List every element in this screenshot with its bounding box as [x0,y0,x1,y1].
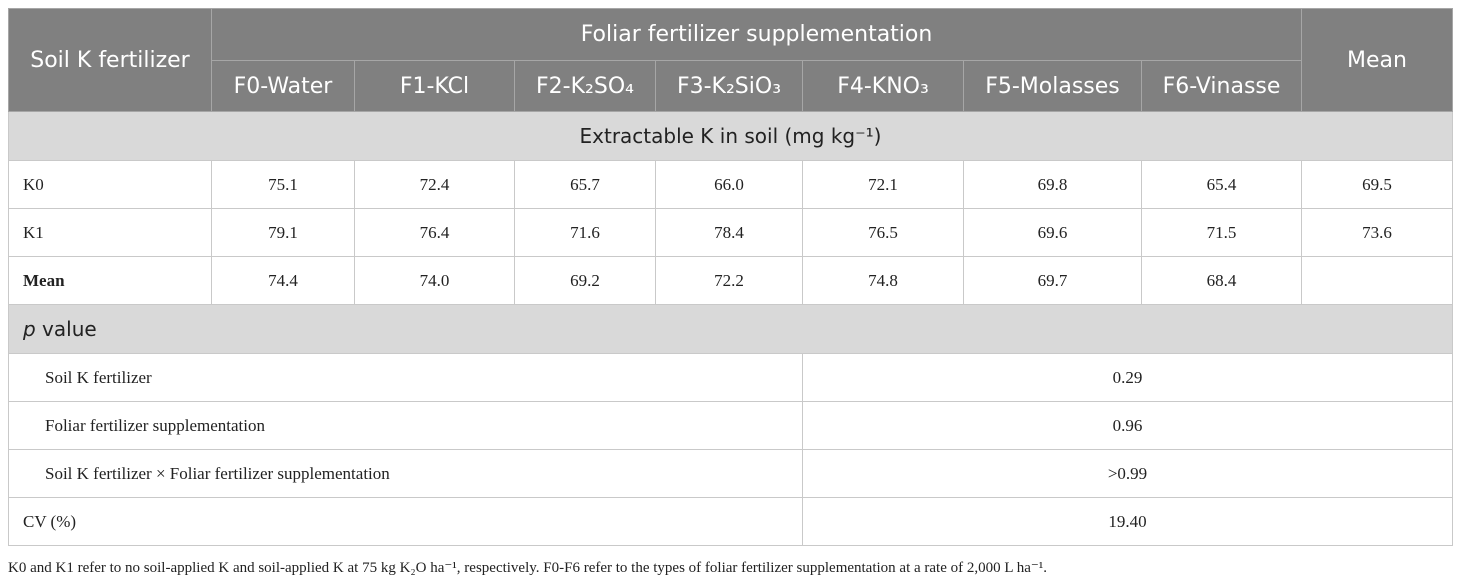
column-header-row: F0-Water F1-KCl F2-K₂SO₄ F3-K₂SiO₃ F4-KNO₃ F5… [9,60,1453,112]
cell-value: 65.7 [514,160,656,209]
cell-value: 68.4 [1141,256,1302,305]
cell-value: 69.2 [514,256,656,305]
cell-value: 69.7 [963,256,1142,305]
p-value-row: Soil K fertilizer 0.29 [8,353,1453,402]
p-value: 0.29 [802,353,1453,402]
p-value-label: Soil K fertilizer [8,353,803,402]
cell-value: 75.1 [211,160,355,209]
cell-value: 72.2 [655,256,803,305]
p-value: 19.40 [802,497,1453,546]
cell-value: 65.4 [1141,160,1302,209]
cell-value: 74.4 [211,256,355,305]
cell-value: 71.6 [514,208,656,257]
cell-value: 76.5 [802,208,964,257]
table-wrap: Soil K fertilizer Foliar fertilizer supp… [8,8,1453,546]
data-row: K1 79.1 76.4 71.6 78.4 76.5 69.6 71.5 73.6 [8,208,1453,257]
cell-value: 69.6 [963,208,1142,257]
column-header: F0-Water [211,60,355,112]
cell-value: 71.5 [1141,208,1302,257]
section-row: p value [8,304,1453,354]
p-value-label: Foliar fertilizer supplementation [8,401,803,450]
mean-header: Mean [1301,8,1453,112]
data-row: K0 75.1 72.4 65.7 66.0 72.1 69.8 65.4 69.5 [8,160,1453,209]
cell-value: 76.4 [354,208,515,257]
p-value-row: Foliar fertilizer supplementation 0.96 [8,401,1453,450]
column-header: F2-K₂SO₄ [514,60,656,112]
section-title: p value [8,304,1453,354]
column-header: F5-Molasses [963,60,1142,112]
p-value-row: Soil K fertilizer × Foliar fertilizer su… [8,449,1453,498]
row-mean: 73.6 [1301,208,1453,257]
data-table: Soil K fertilizer Foliar fertilizer supp… [8,8,1453,546]
empty-cell [1301,256,1453,305]
section-row: Extractable K in soil (mg kg⁻¹) [8,111,1453,161]
data-row: Mean 74.4 74.0 69.2 72.2 74.8 69.7 68.4 [8,256,1453,305]
column-header: F1-KCl [354,60,515,112]
row-label-header: Soil K fertilizer [8,8,212,112]
row-label: K1 [8,208,212,257]
p-value-label: Soil K fertilizer × Foliar fertilizer su… [8,449,803,498]
cell-value: 78.4 [655,208,803,257]
cell-value: 74.0 [354,256,515,305]
row-mean: 69.5 [1301,160,1453,209]
row-label: Mean [8,256,212,305]
cell-value: 74.8 [802,256,964,305]
p-value: 0.96 [802,401,1453,450]
group-header: Foliar fertilizer supplementation [211,8,1302,61]
section-title: Extractable K in soil (mg kg⁻¹) [8,111,1453,161]
cell-value: 66.0 [655,160,803,209]
p-value-row: CV (%) 19.40 [8,497,1453,546]
column-header: F6-Vinasse [1141,60,1302,112]
cell-value: 72.1 [802,160,964,209]
column-header: F3-K₂SiO₃ [655,60,803,112]
table-head: Soil K fertilizer Foliar fertilizer supp… [8,8,1453,112]
footnote: K0 and K1 refer to no soil-applied K and… [8,560,1048,576]
p-value: >0.99 [802,449,1453,498]
cell-value: 79.1 [211,208,355,257]
header-row: Soil K fertilizer Foliar fertilizer supp… [8,8,1453,112]
column-header: F4-KNO₃ [802,60,964,112]
row-label: K0 [8,160,212,209]
cell-value: 69.8 [963,160,1142,209]
p-value-label: CV (%) [8,497,803,546]
table-body: Extractable K in soil (mg kg⁻¹) K0 75.1 72… [8,111,1453,546]
cell-value: 72.4 [354,160,515,209]
